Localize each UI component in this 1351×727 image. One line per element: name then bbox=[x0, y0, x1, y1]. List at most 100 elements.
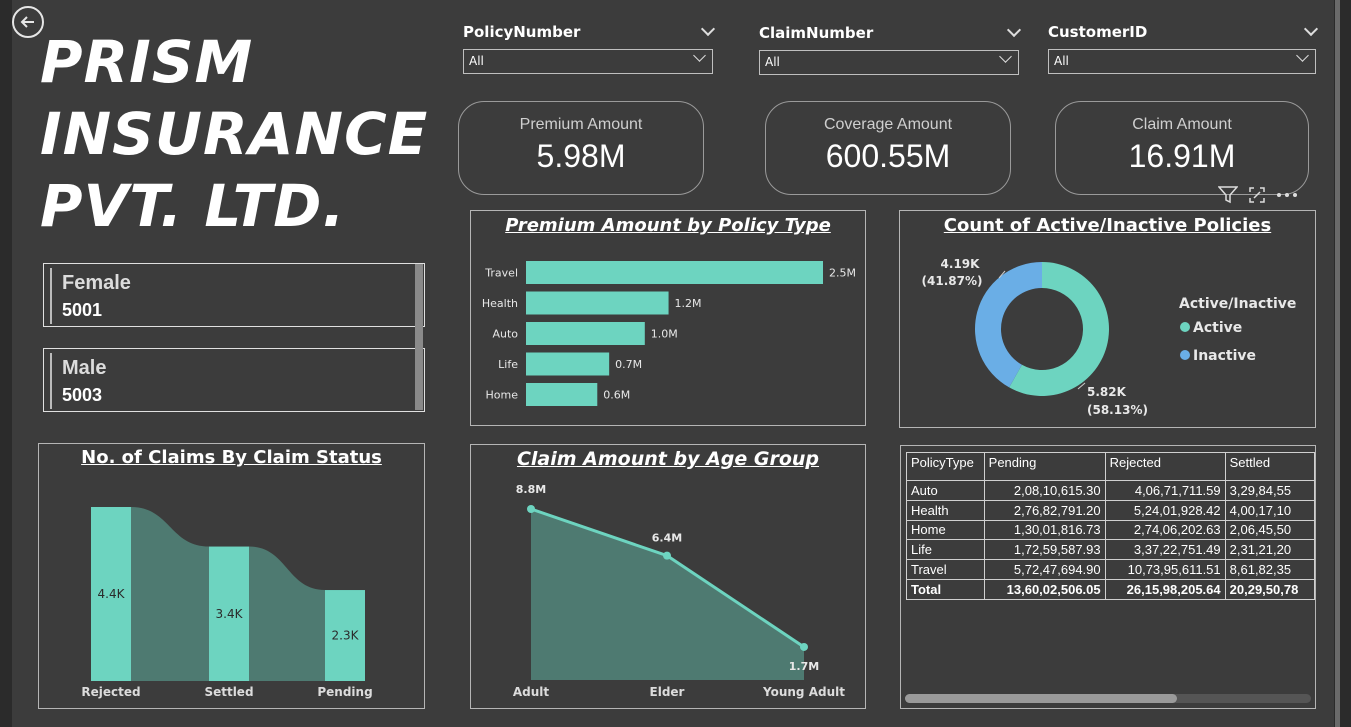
slicer-customer-id[interactable]: CustomerID All bbox=[1048, 21, 1319, 74]
focus-mode-icon[interactable] bbox=[1248, 186, 1266, 204]
back-arrow-icon[interactable] bbox=[12, 6, 44, 38]
title-line-3: PVT. LTD. bbox=[40, 172, 346, 240]
slicer-value: All bbox=[1054, 54, 1069, 68]
table-cell: 2,76,82,791.20 bbox=[983, 499, 1106, 521]
table-cell: 5,24,01,928.42 bbox=[1104, 499, 1226, 521]
table-cell: 3,29,84,55 bbox=[1224, 480, 1315, 501]
chevron-down-icon bbox=[999, 50, 1012, 63]
data-label: 2.5M bbox=[829, 267, 856, 280]
ribbon-connector bbox=[131, 507, 209, 681]
chevron-down-icon bbox=[1296, 49, 1309, 62]
left-frame bbox=[0, 0, 12, 727]
kpi-label: Coverage Amount bbox=[823, 116, 953, 133]
table-cell: 2,31,21,20 bbox=[1224, 539, 1315, 561]
chart-title: Claim Amount by Age Group bbox=[516, 448, 820, 470]
table-row: Auto 2,08,10,615.30 4,06,71,711.59 3,29,84,… bbox=[906, 480, 1315, 501]
kpi-label: Claim Amount bbox=[1132, 116, 1232, 133]
category-label: Adult bbox=[513, 685, 550, 699]
kpi-value: 16.91M bbox=[1128, 138, 1236, 174]
chevron-down-icon[interactable] bbox=[700, 21, 716, 37]
premium-bar-chart: Travel 2.5M Health 1.2M Auto 1.0M Life 0.7M Home… bbox=[482, 261, 856, 406]
category-label: Young Adult bbox=[762, 685, 845, 699]
slice-inactive bbox=[975, 262, 1042, 388]
kpi-coverage-amount: Coverage Amount 600.55M bbox=[765, 101, 1011, 195]
category-label: Rejected bbox=[81, 685, 140, 699]
area-fill bbox=[531, 509, 804, 680]
right-scrollbar[interactable] bbox=[1334, 0, 1351, 727]
slicer-label: PolicyNumber bbox=[463, 23, 581, 41]
slicer-dropdown[interactable]: All bbox=[1048, 49, 1316, 74]
gender-scrollbar[interactable] bbox=[415, 264, 423, 410]
column-header[interactable]: Rejected bbox=[1104, 452, 1226, 481]
column-header[interactable]: PolicyType bbox=[906, 452, 985, 481]
premium-by-policy-panel: Premium Amount by Policy Type Travel 2.5M… bbox=[470, 210, 866, 426]
table-cell: Life bbox=[906, 539, 985, 561]
table-cell: 2,08,10,615.30 bbox=[983, 480, 1106, 501]
data-label: 5.82K bbox=[1087, 385, 1127, 399]
column-header[interactable]: Pending bbox=[983, 452, 1106, 481]
table-cell: Travel bbox=[906, 559, 985, 580]
table-cell: 8,61,82,35 bbox=[1224, 559, 1315, 580]
data-point bbox=[663, 551, 671, 560]
filter-icon[interactable] bbox=[1218, 186, 1238, 204]
bar-settled bbox=[209, 546, 249, 681]
category-label: Settled bbox=[204, 685, 253, 699]
category-label: Travel bbox=[484, 267, 518, 280]
data-label: 1.2M bbox=[675, 297, 702, 310]
slicer-value: All bbox=[765, 55, 780, 69]
chevron-down-icon[interactable] bbox=[1006, 22, 1022, 38]
table-cell: 20,29,50,78 bbox=[1224, 578, 1315, 600]
table-cell: 2,06,45,50 bbox=[1224, 519, 1315, 541]
gender-count: 5003 bbox=[62, 385, 103, 405]
data-label: 3.4K bbox=[216, 607, 244, 621]
table-cell: Total bbox=[906, 578, 985, 600]
legend-item-active: Active bbox=[1193, 320, 1242, 336]
table-horizontal-scrollbar[interactable] bbox=[905, 694, 1311, 703]
legend-item-inactive: Inactive bbox=[1193, 348, 1256, 364]
title-line-1: PRISM bbox=[40, 28, 254, 96]
title-line-2: INSURANCE bbox=[40, 100, 429, 168]
category-label: Home bbox=[486, 389, 519, 402]
kpi-label: Premium Amount bbox=[519, 116, 643, 133]
matrix-table: PolicyType Pending Rejected Settled Auto… bbox=[906, 452, 1315, 600]
data-label: 1.0M bbox=[651, 328, 678, 341]
bar-travel bbox=[526, 261, 823, 284]
gender-count: 5001 bbox=[62, 300, 103, 320]
claim-by-age-area-chart: 8.8M Adult 6.4M Elder 1.7M Young Adult bbox=[513, 483, 845, 699]
kpi-value: 5.98M bbox=[536, 138, 626, 174]
more-options-icon[interactable] bbox=[1276, 192, 1298, 198]
chart-title: Count of Active/Inactive Policies bbox=[943, 215, 1272, 236]
gender-card-male: Male 5003 bbox=[43, 348, 425, 412]
slicer-dropdown[interactable]: All bbox=[759, 50, 1019, 75]
slicer-claim-number[interactable]: ClaimNumber All bbox=[759, 22, 1022, 75]
slice-active bbox=[1009, 262, 1109, 396]
data-label: 4.4K bbox=[98, 587, 126, 601]
table-cell: 4,00,17,10 bbox=[1224, 499, 1315, 521]
bar-pending bbox=[325, 590, 365, 681]
table-cell: 2,74,06,202.63 bbox=[1104, 519, 1226, 541]
visual-header-icons bbox=[1218, 186, 1298, 204]
gender-label: Female bbox=[62, 272, 131, 294]
data-label: 0.6M bbox=[603, 389, 630, 402]
data-point bbox=[527, 505, 535, 513]
ribbon-connector bbox=[249, 546, 325, 681]
legend-title: Active/Inactive bbox=[1179, 296, 1296, 312]
legend-marker-active bbox=[1180, 322, 1190, 332]
table-total-row: Total 13,60,02,506.05 26,15,98,205.64 20,29… bbox=[906, 578, 1315, 600]
chart-title: Premium Amount by Policy Type bbox=[505, 215, 831, 236]
slicer-policy-number[interactable]: PolicyNumber All bbox=[463, 21, 716, 74]
category-label: Life bbox=[498, 358, 518, 371]
claims-ribbon-chart: 4.4K Rejected 3.4K Settled 2.3K Pending bbox=[81, 507, 373, 699]
table-cell: 10,73,95,611.51 bbox=[1104, 559, 1226, 580]
active-inactive-donut-chart: 5.82K (58.13%) 4.19K (41.87%) Active/Inactiv… bbox=[922, 257, 1297, 417]
data-label: 0.7M bbox=[615, 358, 642, 371]
category-label: Pending bbox=[317, 685, 372, 699]
chevron-down-icon[interactable] bbox=[1303, 21, 1319, 37]
bar-auto bbox=[526, 322, 645, 345]
slicer-dropdown[interactable]: All bbox=[463, 49, 713, 74]
data-label: 2.3K bbox=[332, 629, 360, 643]
column-header[interactable]: Settled bbox=[1224, 452, 1315, 481]
table-cell: 5,72,47,694.90 bbox=[983, 559, 1106, 580]
gender-label: Male bbox=[62, 357, 107, 379]
scrollbar-thumb[interactable] bbox=[905, 694, 1177, 703]
